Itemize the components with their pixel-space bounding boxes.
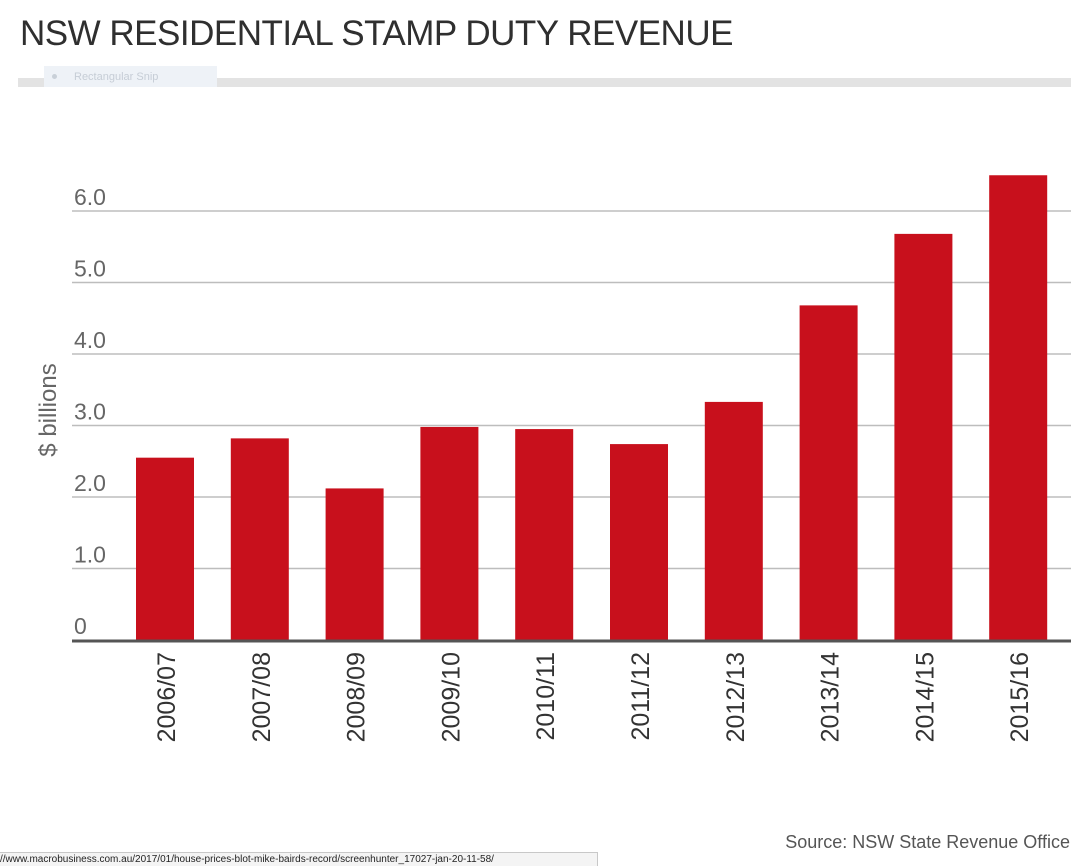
x-tick-label: 2014/15 — [911, 652, 939, 742]
x-tick-label: 2013/14 — [817, 652, 845, 742]
bar — [989, 175, 1048, 640]
status-url: //www.macrobusiness.com.au/2017/01/house… — [0, 854, 494, 865]
y-tick-label: 2.0 — [74, 470, 106, 496]
x-tick-label: 2007/08 — [248, 652, 276, 742]
bar — [136, 457, 194, 640]
x-tick-label: 2011/12 — [627, 652, 655, 741]
bar — [799, 305, 858, 640]
bar — [610, 444, 668, 640]
y-tick-label: 0 — [74, 613, 87, 639]
chart-title: NSW RESIDENTIAL STAMP DUTY REVENUE — [20, 14, 733, 53]
snip-icon — [52, 74, 57, 79]
bar — [325, 488, 384, 640]
x-tick-label: 2008/09 — [343, 652, 371, 742]
bar — [420, 426, 479, 640]
x-tick-label: 2015/16 — [1006, 652, 1034, 742]
y-tick-label: 4.0 — [74, 327, 106, 353]
title-divider — [18, 78, 1071, 87]
y-tick-label: 5.0 — [74, 256, 106, 282]
bar — [230, 438, 289, 640]
x-tick-label: 2012/13 — [722, 652, 750, 742]
bar — [894, 233, 953, 640]
source-note: Source: NSW State Revenue Office — [785, 832, 1070, 852]
y-tick-label: 1.0 — [74, 542, 106, 568]
x-tick-label: 2010/11 — [532, 652, 560, 741]
rectangular-snip-tooltip: Rectangular Snip — [44, 66, 217, 87]
snip-label: Rectangular Snip — [74, 70, 159, 83]
x-tick-label: 2009/10 — [437, 652, 465, 742]
y-tick-label: 6.0 — [74, 184, 106, 210]
y-axis-label: $ billions — [35, 363, 62, 456]
bar — [704, 401, 763, 640]
bar — [515, 429, 574, 640]
browser-status-bar: //www.macrobusiness.com.au/2017/01/house… — [0, 852, 598, 866]
y-tick-label: 3.0 — [74, 399, 106, 425]
x-tick-label: 2006/07 — [153, 652, 181, 742]
